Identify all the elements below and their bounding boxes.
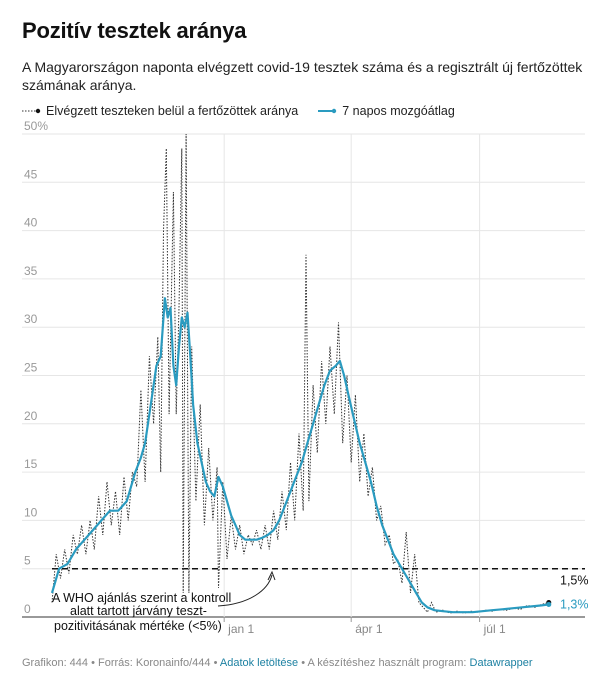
legend-avg-label: 7 napos mozgóátlag [342,104,455,118]
annotation-line: pozitivitásának mértéke (<5%) [54,619,222,633]
daily-end-label: 1,5% [560,574,589,588]
chart-svg: 0 5 10 15 20 25 30 35 40 45 50% jan 1 ápr 1 júl 1 A … [22,119,589,636]
datawrapper-link[interactable]: Datawrapper [469,657,533,669]
y-tick-label: 10 [24,505,38,519]
annotation-arrowhead [267,570,276,581]
annotation-line: A WHO ajánlás szerint a kontroll [52,591,231,605]
daily-rate-line [51,133,549,614]
x-tick-label: ápr 1 [355,622,383,636]
footer-prefix: Grafikon: 444 • Forrás: Koronainfo/444 • [22,657,220,669]
download-data-link[interactable]: Adatok letöltése [219,657,299,669]
footer: Grafikon: 444 • Forrás: Koronainfo/444 •… [22,657,533,669]
y-axis-ticks: 0 5 10 15 20 25 30 35 40 45 50% [24,119,48,616]
chart-subtitle: A Magyarországon naponta elvégzett covid… [22,59,583,93]
legend: Elvégzett teszteken belül a fertőzöttek … [22,104,475,118]
y-tick-label: 5 [24,554,31,568]
legend-item-avg: 7 napos mozgóátlag [318,104,455,118]
x-tick-label: júl 1 [483,622,506,636]
end-labels: 1,5% 1,3% [546,574,589,611]
legend-item-daily: Elvégzett teszteken belül a fertőzöttek … [22,104,298,118]
chart-title: Pozitív tesztek aránya [22,18,247,43]
footer-middle: • A készítéshez használt program: [298,657,470,669]
avg-end-label: 1,3% [560,597,589,611]
x-axis-ticks: jan 1 ápr 1 júl 1 [223,617,506,636]
y-tick-label: 45 [24,167,38,181]
y-tick-label: 20 [24,409,38,423]
y-tick-label: 0 [24,602,31,616]
y-tick-label: 40 [24,216,38,230]
y-tick-label: 35 [24,264,38,278]
annotation-line: alatt tartott járvány teszt- [70,604,207,618]
x-tick-label: jan 1 [227,622,254,636]
moving-average-line [50,297,549,614]
legend-daily-label: Elvégzett teszteken belül a fertőzöttek … [46,104,299,118]
y-tick-label: 15 [24,457,38,471]
legend-avg-swatch [318,108,337,114]
avg-end-point [546,601,552,607]
series-group [50,133,549,614]
y-tick-label: 50% [24,119,48,133]
y-tick-label: 25 [24,361,38,375]
annotation-arrow [217,574,273,607]
y-tick-label: 30 [24,312,38,326]
legend-daily-swatch [22,108,41,114]
grid [22,133,585,618]
